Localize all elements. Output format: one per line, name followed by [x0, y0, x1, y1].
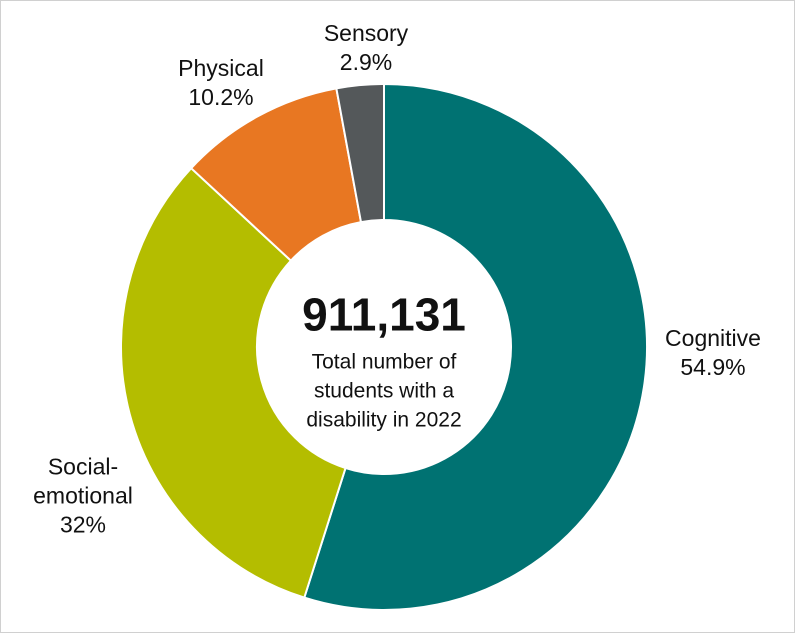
category-name: Cognitive	[665, 325, 761, 351]
value-label: 32%	[59, 511, 107, 538]
category-name: Social-emotional	[33, 453, 133, 509]
center-text: Total number of students with a disabili…	[306, 350, 462, 432]
segment-label: Social-emotional 32%	[33, 453, 133, 540]
segment-label: Sensory 2.9%	[324, 19, 408, 77]
center-label: 911,131 Total number of students with a …	[284, 288, 484, 435]
category-name: Physical	[178, 55, 264, 81]
value-label: 2.9%	[339, 49, 393, 75]
donut-segment	[120, 166, 347, 599]
donut-segment	[335, 82, 385, 224]
value-label: 10.2%	[188, 84, 254, 110]
center-value: 911,131	[302, 288, 466, 341]
segment-label: Physical 10.2%	[178, 54, 264, 112]
category-name: Sensory	[323, 20, 409, 46]
segment-label: Cognitive 54.9%	[665, 324, 761, 382]
value-label: 54.9%	[680, 354, 746, 380]
donut-segment	[303, 82, 648, 611]
